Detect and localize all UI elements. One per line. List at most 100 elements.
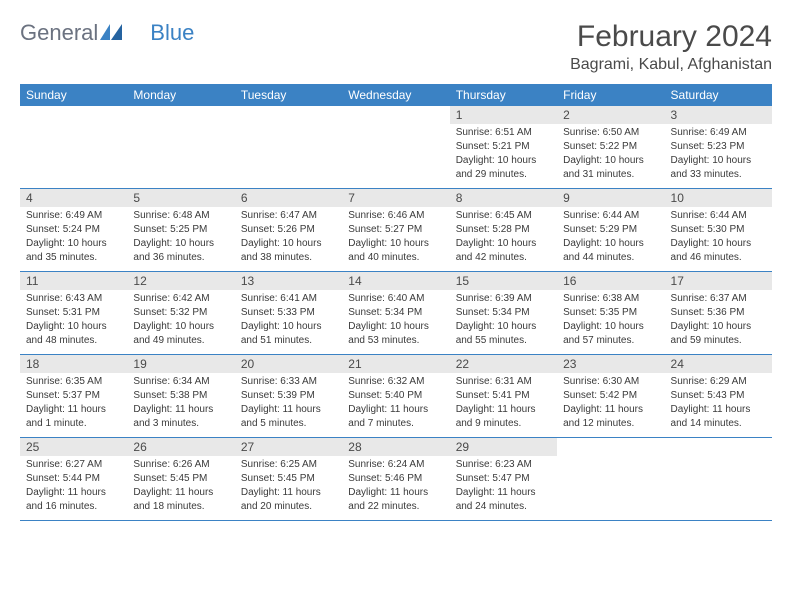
day-cell: 29Sunrise: 6:23 AMSunset: 5:47 PMDayligh… — [450, 438, 557, 521]
day-content: Sunrise: 6:43 AMSunset: 5:31 PMDaylight:… — [20, 290, 127, 354]
day-cell: 5Sunrise: 6:48 AMSunset: 5:25 PMDaylight… — [127, 189, 234, 272]
day-number: 24 — [665, 355, 772, 373]
day-content: Sunrise: 6:23 AMSunset: 5:47 PMDaylight:… — [450, 456, 557, 520]
day-content: Sunrise: 6:41 AMSunset: 5:33 PMDaylight:… — [235, 290, 342, 354]
day-cell: 24Sunrise: 6:29 AMSunset: 5:43 PMDayligh… — [665, 355, 772, 438]
empty-day — [665, 438, 772, 521]
day-number: 12 — [127, 272, 234, 290]
day-number: 7 — [342, 189, 449, 207]
day-content: Sunrise: 6:47 AMSunset: 5:26 PMDaylight:… — [235, 207, 342, 271]
day-content: Sunrise: 6:25 AMSunset: 5:45 PMDaylight:… — [235, 456, 342, 520]
page-title: February 2024 — [570, 20, 772, 54]
day-content: Sunrise: 6:40 AMSunset: 5:34 PMDaylight:… — [342, 290, 449, 354]
day-content: Sunrise: 6:30 AMSunset: 5:42 PMDaylight:… — [557, 373, 664, 437]
day-number: 18 — [20, 355, 127, 373]
day-number: 21 — [342, 355, 449, 373]
day-content: Sunrise: 6:27 AMSunset: 5:44 PMDaylight:… — [20, 456, 127, 520]
day-cell: 8Sunrise: 6:45 AMSunset: 5:28 PMDaylight… — [450, 189, 557, 272]
day-content: Sunrise: 6:38 AMSunset: 5:35 PMDaylight:… — [557, 290, 664, 354]
day-number: 19 — [127, 355, 234, 373]
day-number: 11 — [20, 272, 127, 290]
day-content: Sunrise: 6:26 AMSunset: 5:45 PMDaylight:… — [127, 456, 234, 520]
day-number: 3 — [665, 106, 772, 124]
day-number: 4 — [20, 189, 127, 207]
day-cell: 14Sunrise: 6:40 AMSunset: 5:34 PMDayligh… — [342, 272, 449, 355]
day-content: Sunrise: 6:46 AMSunset: 5:27 PMDaylight:… — [342, 207, 449, 271]
empty-day — [342, 106, 449, 189]
day-content: Sunrise: 6:32 AMSunset: 5:40 PMDaylight:… — [342, 373, 449, 437]
day-cell: 15Sunrise: 6:39 AMSunset: 5:34 PMDayligh… — [450, 272, 557, 355]
day-number: 23 — [557, 355, 664, 373]
day-number: 13 — [235, 272, 342, 290]
header: General Blue February 2024 Bagrami, Kabu… — [20, 20, 772, 74]
day-cell: 28Sunrise: 6:24 AMSunset: 5:46 PMDayligh… — [342, 438, 449, 521]
day-number: 10 — [665, 189, 772, 207]
title-block: February 2024 Bagrami, Kabul, Afghanista… — [570, 20, 772, 74]
location-text: Bagrami, Kabul, Afghanistan — [570, 56, 772, 74]
day-content: Sunrise: 6:31 AMSunset: 5:41 PMDaylight:… — [450, 373, 557, 437]
calendar-body: 1Sunrise: 6:51 AMSunset: 5:21 PMDaylight… — [20, 106, 772, 521]
logo: General Blue — [20, 20, 194, 46]
day-cell: 2Sunrise: 6:50 AMSunset: 5:22 PMDaylight… — [557, 106, 664, 189]
day-number: 1 — [450, 106, 557, 124]
day-number: 5 — [127, 189, 234, 207]
weekday-header-row: Sunday Monday Tuesday Wednesday Thursday… — [20, 84, 772, 106]
day-content: Sunrise: 6:48 AMSunset: 5:25 PMDaylight:… — [127, 207, 234, 271]
day-content: Sunrise: 6:37 AMSunset: 5:36 PMDaylight:… — [665, 290, 772, 354]
day-cell: 12Sunrise: 6:42 AMSunset: 5:32 PMDayligh… — [127, 272, 234, 355]
day-cell: 13Sunrise: 6:41 AMSunset: 5:33 PMDayligh… — [235, 272, 342, 355]
calendar-table: Sunday Monday Tuesday Wednesday Thursday… — [20, 84, 772, 521]
day-cell: 1Sunrise: 6:51 AMSunset: 5:21 PMDaylight… — [450, 106, 557, 189]
day-cell: 26Sunrise: 6:26 AMSunset: 5:45 PMDayligh… — [127, 438, 234, 521]
day-number: 14 — [342, 272, 449, 290]
day-cell: 21Sunrise: 6:32 AMSunset: 5:40 PMDayligh… — [342, 355, 449, 438]
day-number: 2 — [557, 106, 664, 124]
weekday-wed: Wednesday — [342, 84, 449, 106]
day-number: 9 — [557, 189, 664, 207]
empty-day — [127, 106, 234, 189]
day-content: Sunrise: 6:34 AMSunset: 5:38 PMDaylight:… — [127, 373, 234, 437]
day-content: Sunrise: 6:24 AMSunset: 5:46 PMDaylight:… — [342, 456, 449, 520]
weekday-fri: Friday — [557, 84, 664, 106]
day-number: 16 — [557, 272, 664, 290]
day-number: 22 — [450, 355, 557, 373]
weekday-sun: Sunday — [20, 84, 127, 106]
day-cell: 20Sunrise: 6:33 AMSunset: 5:39 PMDayligh… — [235, 355, 342, 438]
day-content: Sunrise: 6:29 AMSunset: 5:43 PMDaylight:… — [665, 373, 772, 437]
day-content: Sunrise: 6:50 AMSunset: 5:22 PMDaylight:… — [557, 124, 664, 188]
day-content: Sunrise: 6:35 AMSunset: 5:37 PMDaylight:… — [20, 373, 127, 437]
day-cell: 27Sunrise: 6:25 AMSunset: 5:45 PMDayligh… — [235, 438, 342, 521]
week-row: 4Sunrise: 6:49 AMSunset: 5:24 PMDaylight… — [20, 189, 772, 272]
week-row: 11Sunrise: 6:43 AMSunset: 5:31 PMDayligh… — [20, 272, 772, 355]
empty-day — [20, 106, 127, 189]
day-cell: 22Sunrise: 6:31 AMSunset: 5:41 PMDayligh… — [450, 355, 557, 438]
day-cell: 3Sunrise: 6:49 AMSunset: 5:23 PMDaylight… — [665, 106, 772, 189]
week-row: 18Sunrise: 6:35 AMSunset: 5:37 PMDayligh… — [20, 355, 772, 438]
day-content: Sunrise: 6:51 AMSunset: 5:21 PMDaylight:… — [450, 124, 557, 188]
day-number: 29 — [450, 438, 557, 456]
weekday-thu: Thursday — [450, 84, 557, 106]
day-content: Sunrise: 6:44 AMSunset: 5:30 PMDaylight:… — [665, 207, 772, 271]
logo-text2: Blue — [150, 20, 194, 46]
day-cell: 23Sunrise: 6:30 AMSunset: 5:42 PMDayligh… — [557, 355, 664, 438]
day-number: 17 — [665, 272, 772, 290]
day-content: Sunrise: 6:45 AMSunset: 5:28 PMDaylight:… — [450, 207, 557, 271]
day-content: Sunrise: 6:33 AMSunset: 5:39 PMDaylight:… — [235, 373, 342, 437]
day-number: 26 — [127, 438, 234, 456]
day-cell: 17Sunrise: 6:37 AMSunset: 5:36 PMDayligh… — [665, 272, 772, 355]
day-cell: 7Sunrise: 6:46 AMSunset: 5:27 PMDaylight… — [342, 189, 449, 272]
weekday-tue: Tuesday — [235, 84, 342, 106]
day-cell: 16Sunrise: 6:38 AMSunset: 5:35 PMDayligh… — [557, 272, 664, 355]
day-cell: 6Sunrise: 6:47 AMSunset: 5:26 PMDaylight… — [235, 189, 342, 272]
day-number: 6 — [235, 189, 342, 207]
logo-flag-icon — [100, 20, 122, 46]
day-cell: 4Sunrise: 6:49 AMSunset: 5:24 PMDaylight… — [20, 189, 127, 272]
day-number: 27 — [235, 438, 342, 456]
day-cell: 18Sunrise: 6:35 AMSunset: 5:37 PMDayligh… — [20, 355, 127, 438]
day-number: 28 — [342, 438, 449, 456]
day-content: Sunrise: 6:49 AMSunset: 5:23 PMDaylight:… — [665, 124, 772, 188]
day-content: Sunrise: 6:44 AMSunset: 5:29 PMDaylight:… — [557, 207, 664, 271]
day-cell: 10Sunrise: 6:44 AMSunset: 5:30 PMDayligh… — [665, 189, 772, 272]
day-cell: 9Sunrise: 6:44 AMSunset: 5:29 PMDaylight… — [557, 189, 664, 272]
weekday-mon: Monday — [127, 84, 234, 106]
